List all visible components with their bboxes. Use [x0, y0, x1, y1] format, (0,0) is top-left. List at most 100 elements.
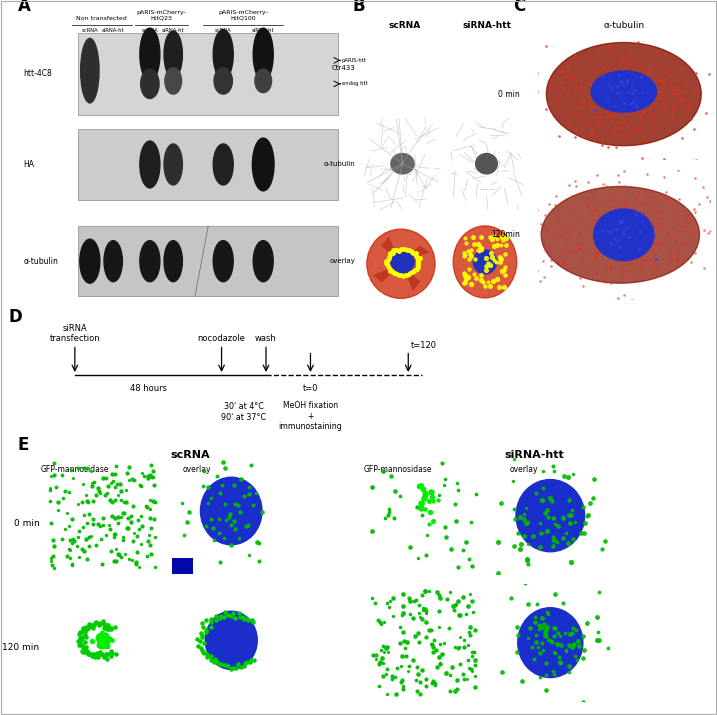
Point	[657, 220, 668, 231]
Point	[562, 89, 574, 100]
Ellipse shape	[141, 69, 159, 99]
Point	[633, 61, 645, 73]
Point	[475, 67, 487, 79]
Point	[518, 513, 530, 524]
Polygon shape	[372, 264, 401, 282]
Point	[512, 528, 523, 539]
Point	[470, 659, 481, 670]
Point	[109, 468, 120, 480]
Point	[414, 56, 426, 68]
Point	[670, 231, 682, 242]
Point	[475, 270, 486, 281]
Point	[144, 494, 156, 506]
Point	[627, 229, 638, 240]
Point	[69, 536, 80, 547]
Text: overlay: overlay	[509, 465, 538, 474]
Point	[575, 527, 587, 538]
Point	[441, 593, 452, 605]
Point	[589, 252, 601, 263]
Point	[543, 493, 555, 504]
Point	[594, 225, 605, 236]
Point	[482, 276, 493, 287]
Point	[560, 240, 571, 251]
Polygon shape	[401, 245, 429, 264]
Point	[427, 675, 439, 686]
Point	[101, 473, 113, 484]
Point	[47, 534, 59, 546]
Point	[465, 629, 476, 641]
Point	[242, 520, 254, 531]
Text: scRNA: scRNA	[141, 28, 158, 33]
Point	[109, 480, 120, 492]
Point	[629, 220, 640, 231]
Point	[397, 626, 409, 638]
Point	[556, 258, 568, 270]
Point	[469, 681, 480, 693]
Point	[682, 215, 693, 227]
Point	[62, 550, 73, 561]
Point	[389, 69, 401, 80]
Point	[609, 207, 621, 219]
Point	[617, 76, 629, 87]
Point	[659, 107, 670, 119]
Point	[448, 604, 460, 616]
Point	[384, 49, 395, 60]
Point	[77, 626, 88, 638]
Point	[547, 81, 559, 92]
Point	[596, 87, 607, 99]
Point	[467, 646, 478, 658]
Point	[220, 659, 232, 671]
Point	[508, 503, 520, 515]
Ellipse shape	[391, 250, 414, 273]
Point	[374, 680, 385, 691]
Point	[86, 650, 98, 661]
Point	[401, 245, 412, 256]
Point	[616, 225, 627, 236]
Point	[609, 233, 620, 245]
Point	[569, 82, 580, 93]
Point	[381, 56, 393, 67]
Bar	[78, 129, 338, 199]
Point	[547, 495, 559, 506]
Point	[418, 492, 429, 503]
Point	[201, 649, 212, 660]
Point	[393, 67, 404, 79]
Point	[554, 65, 566, 77]
Point	[604, 262, 615, 273]
Point	[81, 553, 92, 565]
Point	[664, 202, 675, 213]
Point	[419, 585, 431, 596]
Point	[407, 50, 418, 61]
Point	[242, 615, 254, 626]
Point	[75, 636, 86, 648]
Point	[604, 262, 615, 274]
Point	[622, 119, 633, 131]
Point	[493, 89, 505, 100]
Point	[149, 496, 161, 508]
Point	[560, 527, 571, 538]
Point	[475, 231, 487, 242]
Point	[658, 196, 670, 207]
Point	[73, 628, 85, 640]
Point	[685, 257, 696, 268]
Point	[621, 238, 632, 250]
Point	[614, 61, 626, 72]
Point	[637, 87, 648, 99]
Point	[92, 647, 103, 659]
Point	[614, 49, 626, 60]
Point	[87, 518, 99, 529]
Point	[384, 51, 395, 63]
Point	[647, 245, 659, 256]
Point	[564, 72, 576, 83]
Point	[369, 597, 381, 608]
Point	[394, 46, 406, 57]
Ellipse shape	[475, 154, 498, 174]
Point	[531, 598, 543, 610]
Point	[641, 168, 652, 179]
Point	[626, 247, 637, 258]
Point	[604, 202, 616, 213]
Point	[401, 69, 412, 80]
Point	[676, 205, 688, 217]
Point	[400, 650, 412, 661]
Point	[463, 263, 475, 275]
